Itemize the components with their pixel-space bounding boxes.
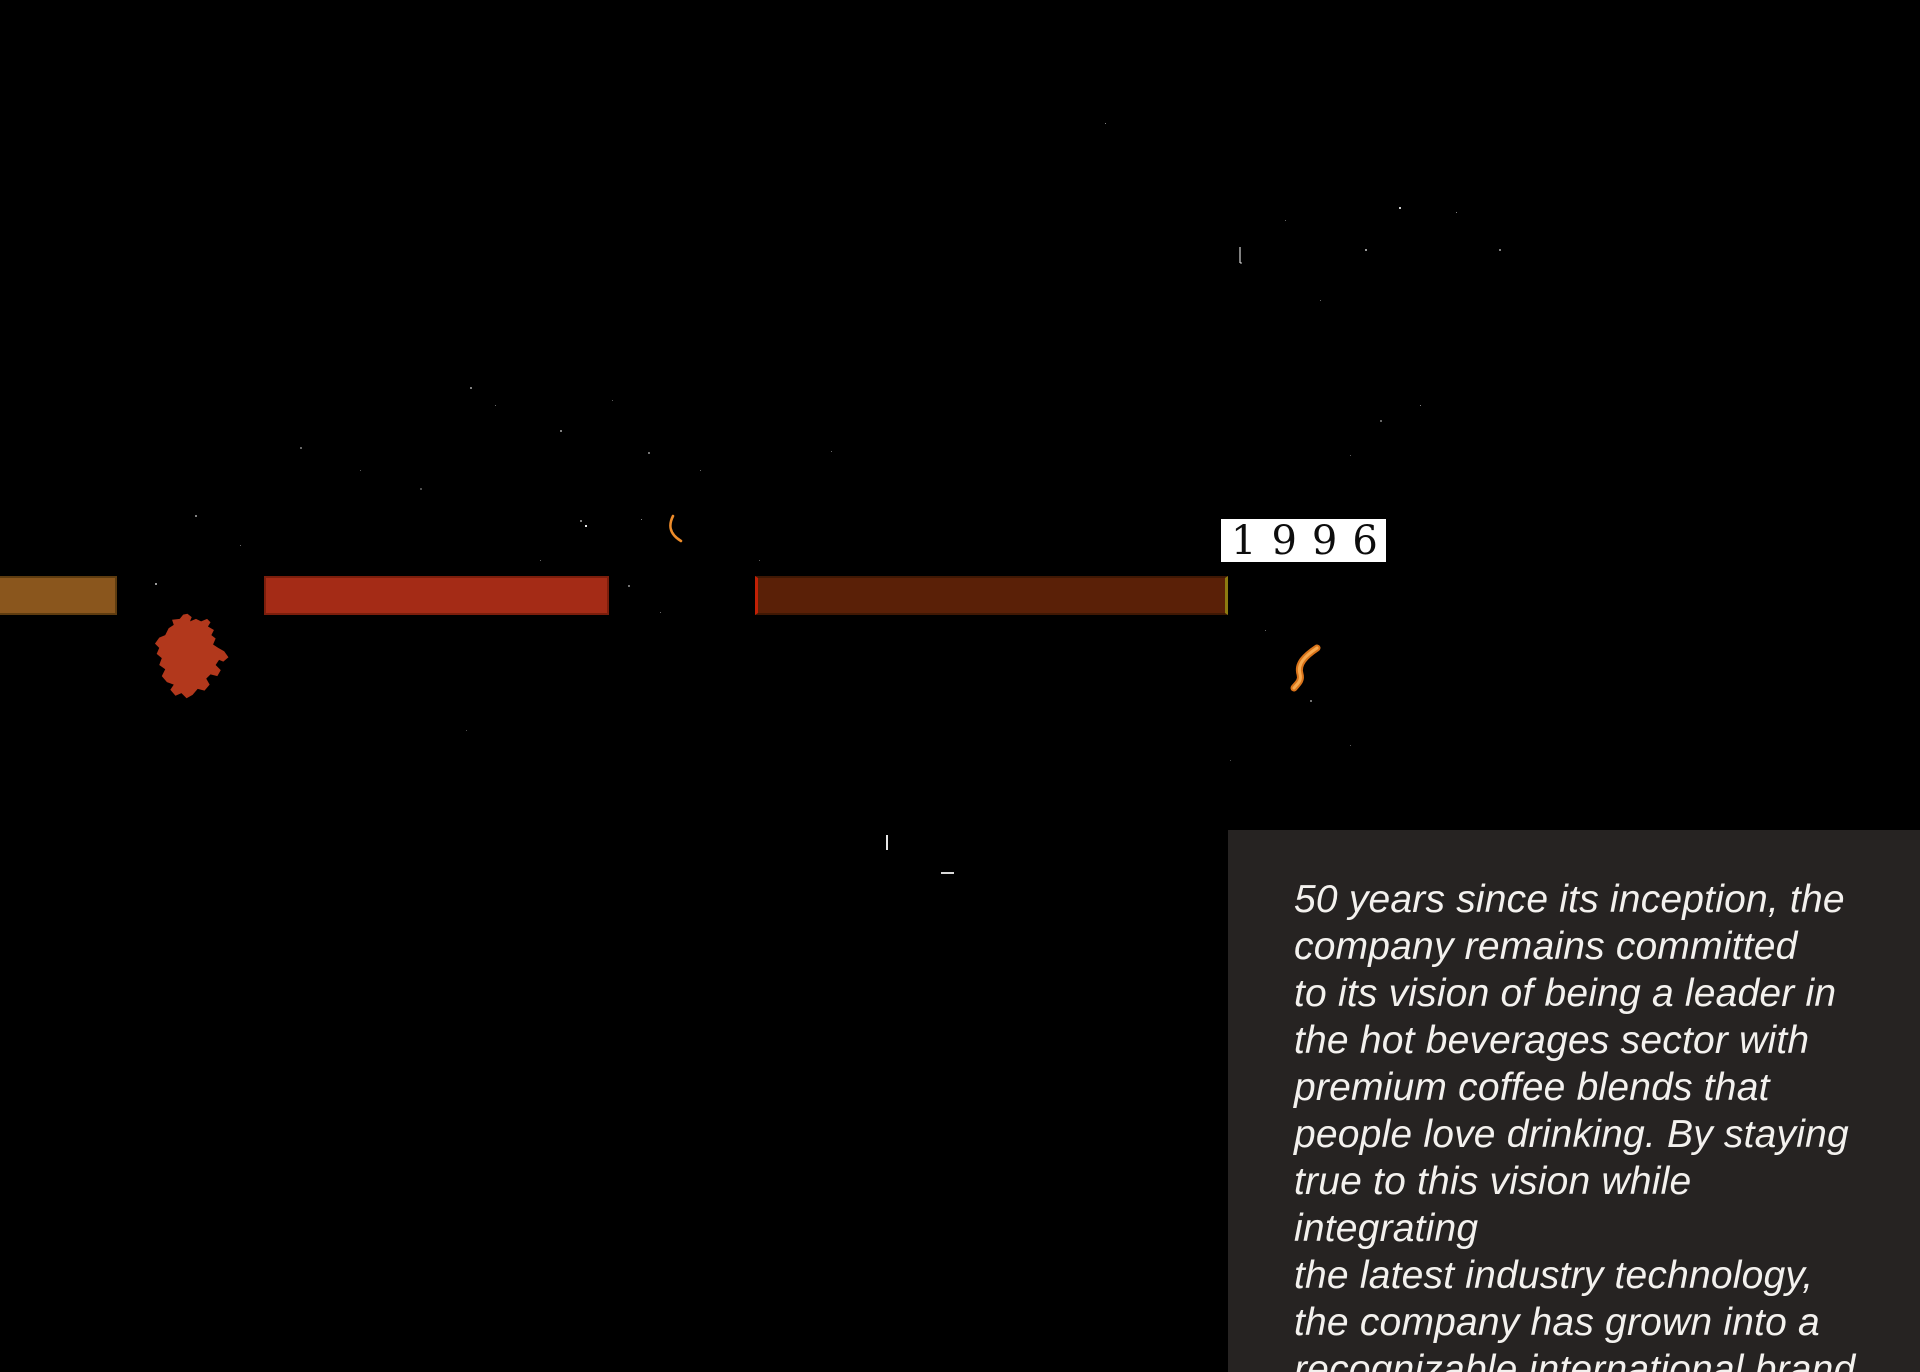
timeline-segment-2 — [264, 576, 609, 615]
speckle-dot — [1350, 745, 1351, 746]
speckle-dot — [648, 452, 650, 454]
speckle-dot — [831, 451, 832, 452]
speckle-dot — [1365, 249, 1367, 251]
year-label-1996: 1996 — [1221, 519, 1386, 562]
speckle-dot — [612, 400, 613, 401]
speckle-dot — [1456, 212, 1457, 213]
quote-panel: 50 years since its inception, the compan… — [1228, 830, 1920, 1372]
speckle-dot — [1105, 123, 1106, 124]
speckle-dot — [1310, 700, 1312, 702]
speckle-dot — [1380, 420, 1382, 422]
speckle-dot — [560, 430, 562, 432]
speckle-dot — [1230, 760, 1231, 761]
speckle-dot — [420, 488, 422, 490]
speckle-dot — [700, 470, 701, 471]
germany-map-icon — [154, 613, 229, 699]
speckle-dot — [660, 612, 661, 613]
speckle-dot — [240, 545, 241, 546]
speckle-dot — [495, 405, 496, 406]
speckle-dot — [1239, 247, 1241, 263]
speckle-dot — [540, 560, 541, 561]
steam-wisp-small-icon — [669, 514, 683, 543]
speckle-dot — [1240, 262, 1242, 264]
speckle-dot — [466, 730, 467, 731]
speckle-dot — [886, 835, 888, 850]
speckle-dot — [941, 872, 954, 874]
speckle-dot — [1320, 300, 1321, 301]
steam-wisp-small-stroke — [669, 514, 683, 543]
speckle-dot — [641, 519, 642, 520]
speckle-dot — [300, 447, 302, 449]
speckle-dot — [1350, 455, 1351, 456]
speckle-dot — [580, 520, 582, 522]
speckle-dot — [1285, 220, 1286, 221]
speckle-dot — [1265, 630, 1266, 631]
speckle-dot — [360, 470, 361, 471]
quote-text: 50 years since its inception, the compan… — [1294, 878, 1867, 1372]
speckle-dot — [1499, 249, 1501, 251]
germany-map-shape — [154, 613, 229, 699]
steam-wisp-large-icon — [1290, 644, 1321, 692]
steam-wisp-large-inner — [1292, 646, 1319, 690]
speckle-dot — [470, 387, 472, 389]
speckle-dot — [759, 560, 760, 561]
speckle-dot — [155, 583, 157, 585]
timeline-segment-1 — [0, 576, 117, 615]
speckle-dot — [585, 525, 587, 527]
speckle-dot — [1399, 207, 1401, 209]
speckle-dot — [628, 585, 630, 587]
speckle-dot — [195, 515, 197, 517]
timeline-segment-3 — [755, 576, 1228, 615]
speckle-dot — [1420, 405, 1421, 406]
